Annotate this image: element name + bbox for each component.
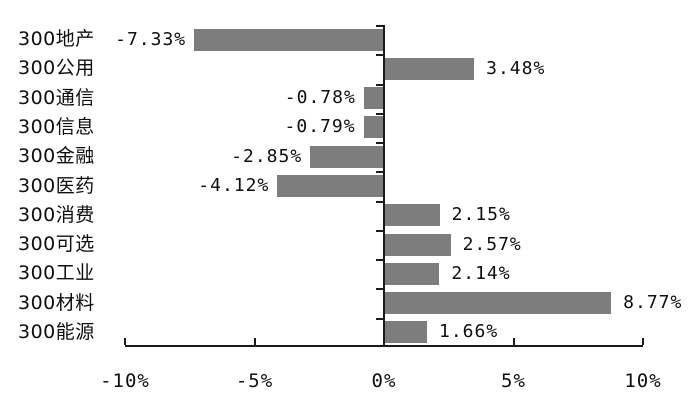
- x-axis-line: [125, 345, 643, 347]
- y-axis-tick: [376, 229, 383, 232]
- x-axis-tick: [512, 338, 515, 345]
- y-axis-tick: [376, 83, 383, 86]
- category-label: 300通信: [18, 86, 95, 109]
- category-label: 300信息: [18, 115, 95, 138]
- x-tick-label: -5%: [235, 370, 274, 392]
- value-label: 2.14%: [451, 262, 511, 284]
- bar-7: [384, 233, 451, 256]
- x-axis-tick: [124, 338, 126, 345]
- x-tick-label: 10%: [624, 370, 662, 392]
- value-label: -7.33%: [115, 28, 187, 50]
- y-axis-tick: [376, 112, 383, 115]
- bar-10: [384, 321, 427, 344]
- value-label: -2.85%: [231, 145, 303, 167]
- bar-6: [384, 204, 440, 227]
- value-label: -0.79%: [284, 116, 356, 138]
- value-label: 8.77%: [623, 292, 683, 314]
- value-label: -0.78%: [284, 87, 356, 109]
- y-axis-tick: [376, 259, 383, 262]
- x-tick-label: 5%: [501, 370, 526, 392]
- x-axis-tick: [642, 338, 644, 345]
- y-axis-tick: [376, 200, 383, 203]
- category-label: 300地产: [18, 28, 95, 51]
- category-label: 300公用: [18, 57, 95, 80]
- x-axis-tick: [253, 338, 256, 345]
- y-axis-tick: [376, 288, 383, 291]
- y-axis-tick: [376, 345, 383, 347]
- bar-4: [310, 145, 384, 168]
- y-axis-tick: [376, 171, 383, 174]
- x-axis-tick: [383, 338, 385, 345]
- category-label: 300工业: [18, 262, 95, 285]
- y-axis-tick: [376, 142, 383, 145]
- value-label: 2.57%: [462, 233, 522, 255]
- bar-0: [194, 28, 384, 51]
- category-label: 300消费: [18, 203, 95, 226]
- category-label: 300金融: [18, 145, 95, 168]
- bar-9: [384, 292, 612, 315]
- y-axis-line: [383, 25, 385, 347]
- category-label: 300能源: [18, 320, 95, 343]
- bar-8: [384, 262, 440, 285]
- bar-5: [277, 175, 384, 197]
- category-label: 300可选: [18, 233, 95, 256]
- y-axis-tick: [376, 54, 383, 57]
- x-tick-label: 0%: [371, 370, 397, 392]
- value-label: -4.12%: [198, 175, 270, 196]
- x-tick-label: -10%: [100, 370, 150, 392]
- value-label: 3.48%: [486, 57, 546, 79]
- bar-3: [363, 116, 384, 139]
- y-axis-tick: [376, 317, 383, 320]
- y-axis-tick: [376, 25, 383, 27]
- category-label: 300医药: [18, 174, 95, 197]
- value-label: 2.15%: [451, 204, 511, 226]
- bar-2: [363, 87, 384, 110]
- category-label: 300材料: [18, 291, 95, 314]
- value-label: 1.66%: [438, 321, 499, 343]
- bar-1: [384, 57, 475, 80]
